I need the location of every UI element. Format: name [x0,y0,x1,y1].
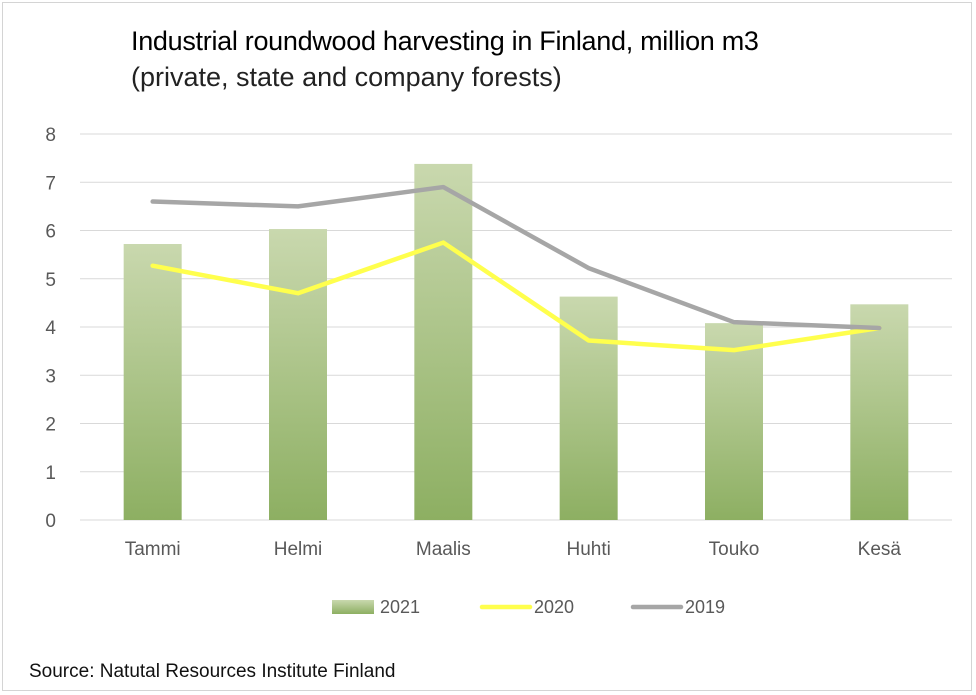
bar-2021-Huhti [559,296,618,520]
line-series-2020 [150,240,882,353]
y-tick-label-2: 2 [45,415,56,436]
legend-label-2021: 2021 [380,597,420,617]
legend-swatch-2021 [332,600,374,614]
bar-2021-Kesä [850,304,909,520]
y-tick-label-6: 6 [45,222,56,243]
x-tick-label-Tammi: Tammi [125,539,181,560]
chart-subtitle: (private, state and company forests) [131,62,562,92]
legend-label-2019: 2019 [685,597,725,617]
y-tick-label-5: 5 [45,270,56,291]
legend-label-2020: 2020 [534,597,574,617]
source-note: Source: Natutal Resources Institute Finl… [29,661,396,682]
x-tick-label-Touko: Touko [709,539,760,560]
x-tick-label-Kesä: Kesä [858,539,902,560]
y-tick-label-4: 4 [45,318,56,339]
chart-title: Industrial roundwood harvesting in Finla… [131,26,759,56]
x-tick-label-Helmi: Helmi [274,539,323,560]
y-tick-label-1: 1 [45,463,56,484]
y-tick-label-7: 7 [45,173,56,194]
bar-2021-Maalis [414,163,473,521]
y-tick-label-3: 3 [45,366,56,387]
x-tick-label-Maalis: Maalis [416,539,471,560]
line-series-2019 [150,184,882,331]
y-tick-label-8: 8 [45,125,56,146]
bar-2021-Touko [705,323,763,520]
x-tick-label-Huhti: Huhti [566,539,610,560]
bar-2021-Tammi [123,244,182,520]
bar-2021-Helmi [269,229,327,521]
y-tick-label-0: 0 [45,511,56,532]
